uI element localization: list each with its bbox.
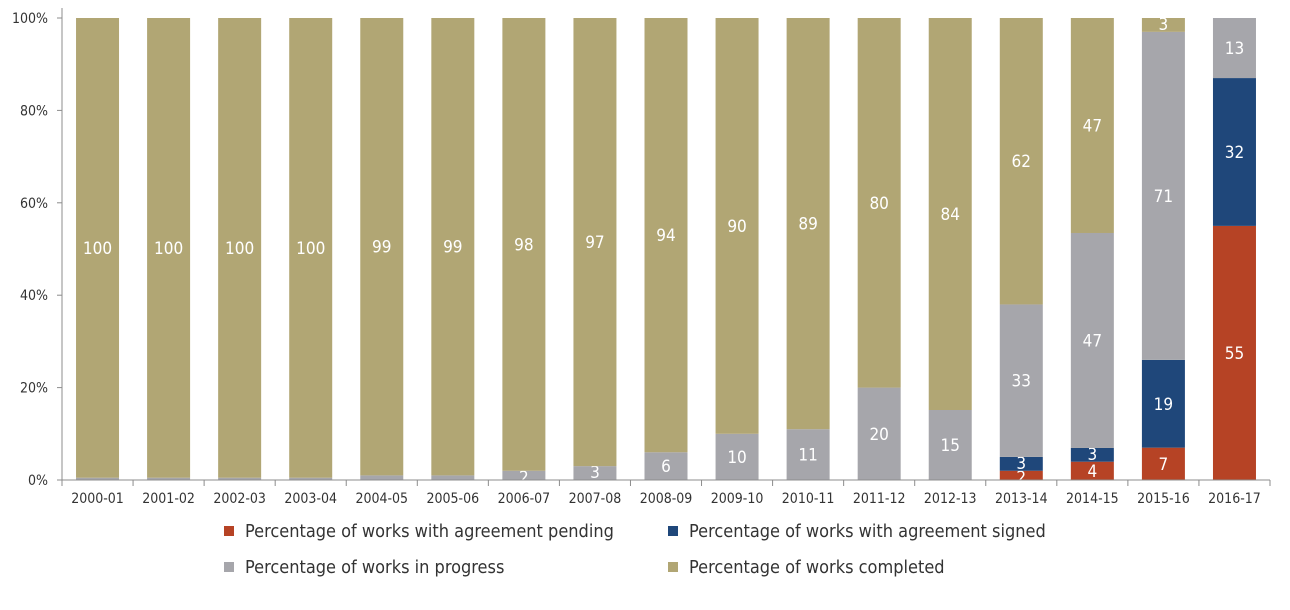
- legend-swatch: [668, 526, 678, 536]
- x-tick-label: 2007-08: [569, 491, 622, 507]
- data-label: 55: [1225, 344, 1244, 364]
- legend-label: Percentage of works with agreement pendi…: [245, 521, 614, 542]
- data-label: 10: [727, 448, 746, 468]
- x-tick-label: 2001-02: [142, 491, 195, 507]
- legend-swatch: [668, 562, 678, 572]
- x-tick-label: 2008-09: [640, 491, 693, 507]
- x-tick-label: 2006-07: [498, 491, 551, 507]
- data-label: 33: [1012, 372, 1031, 392]
- data-label: 100: [225, 239, 254, 259]
- data-label: 6: [661, 457, 671, 477]
- x-tick-label: 2009-10: [711, 491, 764, 507]
- legend-swatch: [224, 526, 234, 536]
- y-tick-label: 60%: [20, 196, 48, 212]
- x-tick-label: 2003-04: [284, 491, 337, 507]
- data-label: 3: [1159, 15, 1169, 35]
- data-label: 100: [154, 239, 183, 259]
- y-tick-label: 0%: [28, 473, 48, 489]
- y-tick-label: 20%: [20, 381, 48, 397]
- legend-item-agreement-signed: Percentage of works with agreement signe…: [668, 521, 1046, 542]
- data-label: 11: [798, 446, 817, 466]
- data-label: 62: [1012, 152, 1031, 172]
- bar-segment: [360, 475, 403, 480]
- data-label: 98: [514, 235, 533, 255]
- data-label: 32: [1225, 143, 1244, 163]
- legend-item-in-progress: Percentage of works in progress: [224, 557, 668, 578]
- y-tick-label: 80%: [20, 103, 48, 119]
- x-tick-label: 2000-01: [71, 491, 124, 507]
- x-tick-label: 2005-06: [427, 491, 480, 507]
- x-tick-label: 2002-03: [213, 491, 266, 507]
- data-label: 89: [798, 215, 817, 235]
- y-tick-label: 100%: [12, 11, 48, 27]
- bars: 100 100 100 100 99 99 2 98 3 97 6 94 10 90 11 89 20 80 15 8…: [76, 15, 1256, 488]
- data-label: 90: [727, 217, 746, 237]
- data-label: 47: [1083, 116, 1102, 136]
- legend-label: Percentage of works in progress: [245, 557, 504, 578]
- legend-item-completed: Percentage of works completed: [668, 557, 945, 578]
- data-label: 94: [656, 226, 675, 246]
- data-label: 84: [941, 205, 960, 225]
- data-label: 15: [941, 436, 960, 456]
- data-label: 71: [1154, 187, 1173, 207]
- x-tick-label: 2004-05: [355, 491, 408, 507]
- y-axis: 0% 20% 40% 60% 80% 100%: [12, 8, 62, 489]
- legend-label: Percentage of works completed: [689, 557, 945, 578]
- y-tick-label: 40%: [20, 288, 48, 304]
- x-tick-label: 2015-16: [1137, 491, 1190, 507]
- data-label: 97: [585, 233, 604, 253]
- legend: Percentage of works with agreement pendi…: [224, 513, 1144, 585]
- x-tick-label: 2010-11: [782, 491, 835, 507]
- legend-row: Percentage of works in progress Percenta…: [224, 549, 1144, 585]
- data-label: 99: [372, 238, 391, 258]
- data-label: 20: [869, 425, 888, 445]
- legend-label: Percentage of works with agreement signe…: [689, 521, 1046, 542]
- bar-segment: [431, 475, 474, 480]
- x-tick-label: 2012-13: [924, 491, 977, 507]
- legend-row: Percentage of works with agreement pendi…: [224, 513, 1144, 549]
- data-label: 99: [443, 238, 462, 258]
- x-tick-label: 2016-17: [1208, 491, 1261, 507]
- data-label: 47: [1083, 331, 1102, 351]
- data-label: 7: [1159, 455, 1169, 475]
- x-tick-label: 2014-15: [1066, 491, 1119, 507]
- x-tick-label: 2013-14: [995, 491, 1048, 507]
- data-label: 100: [83, 239, 112, 259]
- legend-swatch: [224, 562, 234, 572]
- data-label: 13: [1225, 39, 1244, 59]
- data-label: 100: [296, 239, 325, 259]
- x-axis: 2000-01 2001-02 2002-03 2003-04 2004-05 2005-…: [62, 480, 1270, 507]
- data-label: 19: [1154, 395, 1173, 415]
- stacked-bar-chart: 0%20%40%60%80%100% 100 100 100 100 99 9929839…: [0, 0, 1290, 510]
- legend-item-agreement-pending: Percentage of works with agreement pendi…: [224, 521, 668, 542]
- data-label: 80: [869, 194, 888, 214]
- x-tick-label: 2011-12: [853, 491, 906, 507]
